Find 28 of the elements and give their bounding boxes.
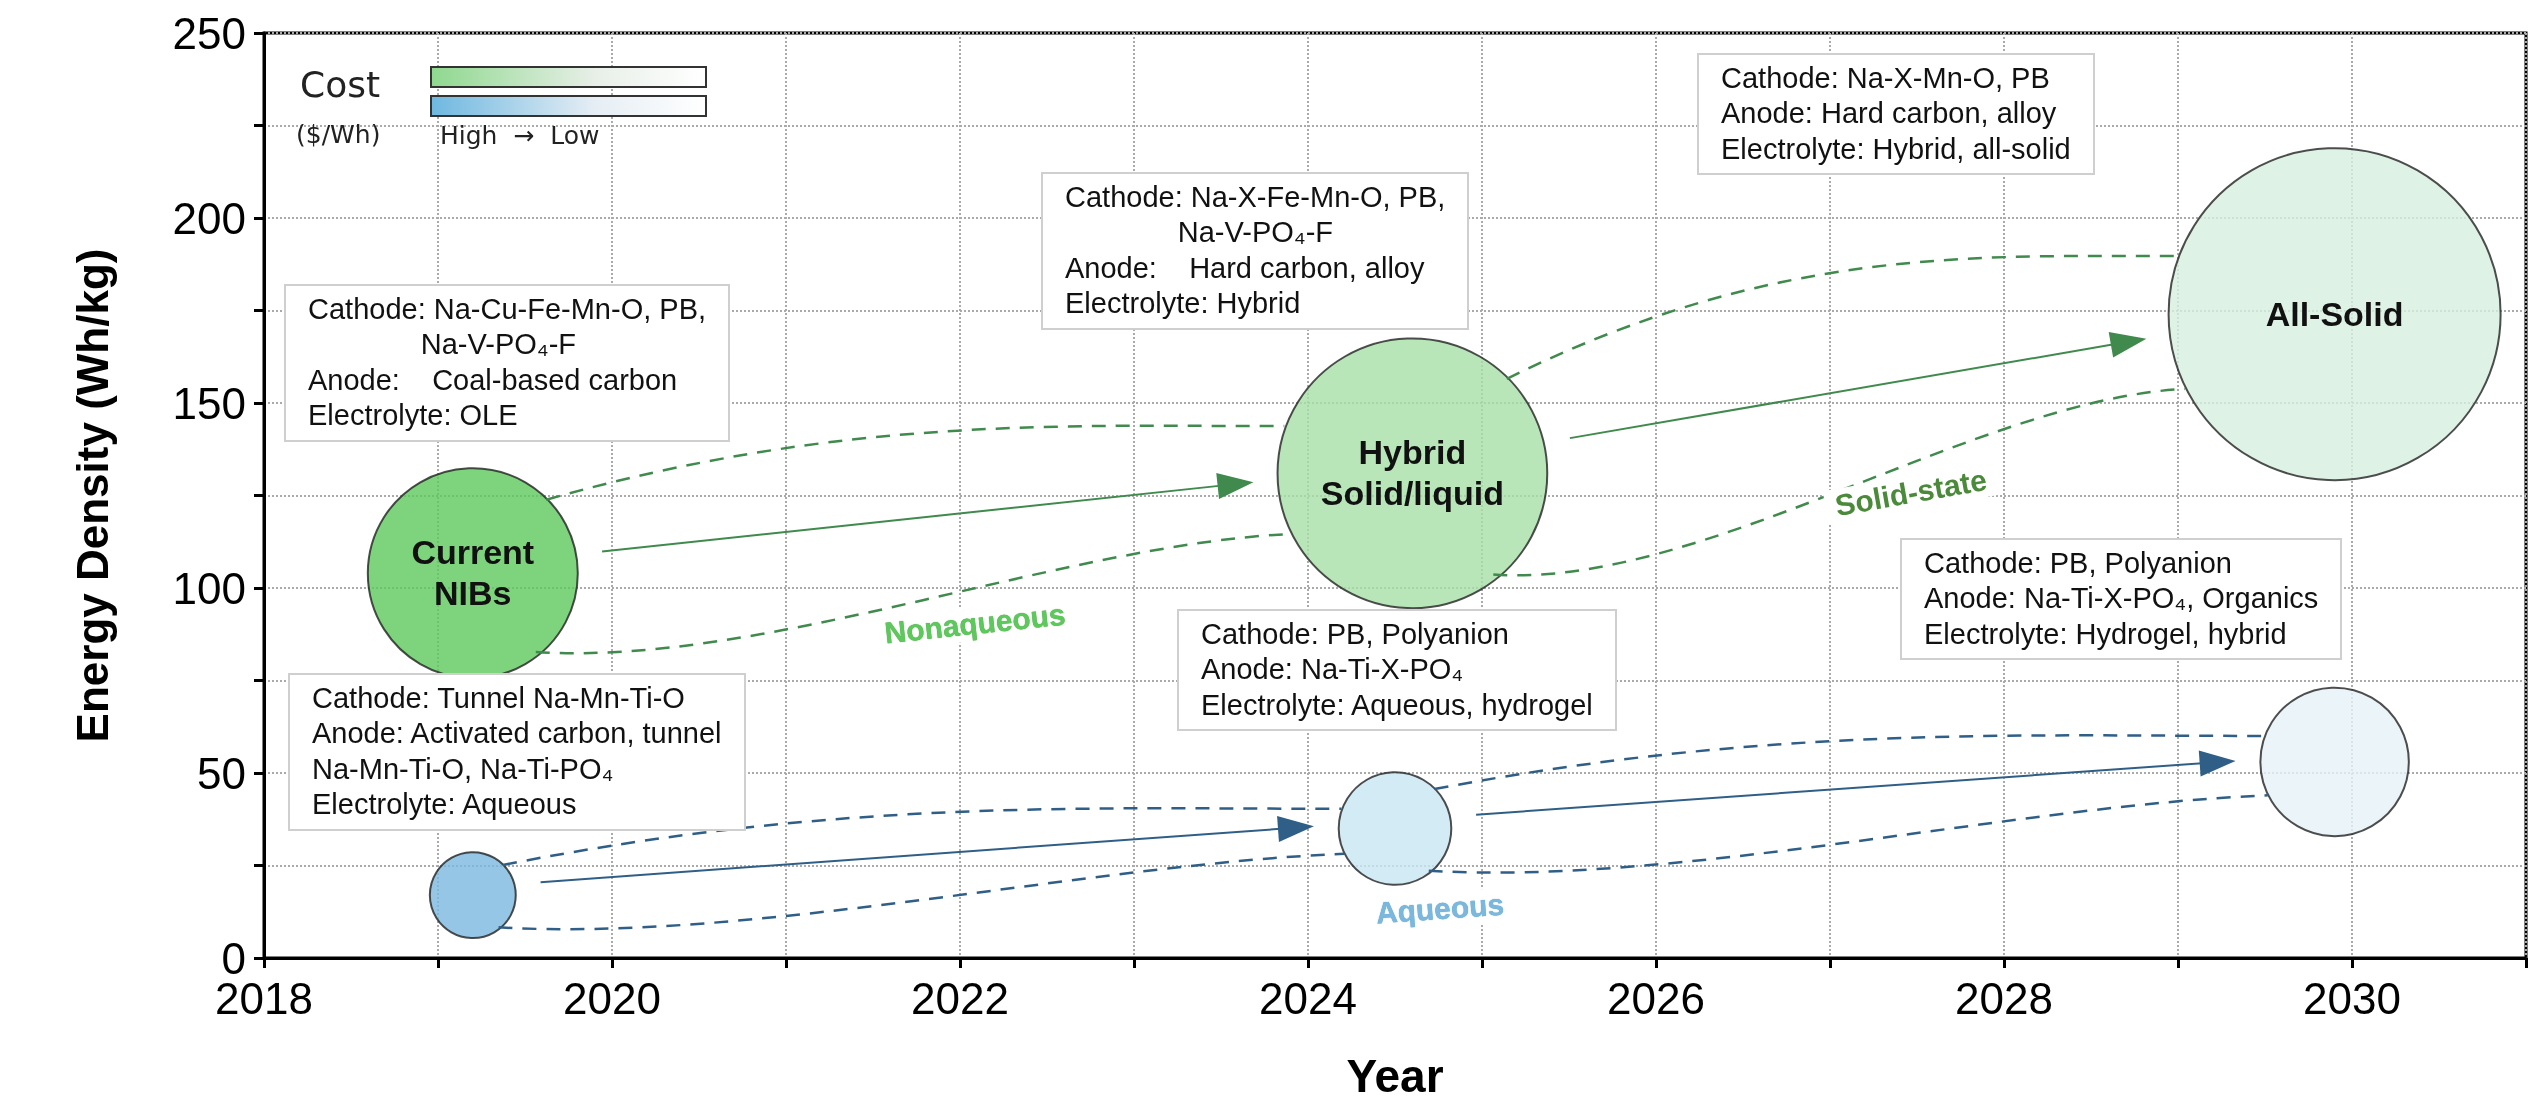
annotation: High → Low	[440, 121, 600, 150]
annotation: Cathode: Na-X-Fe-Mn-O, PB, Na-V-PO₄-F Anode: Hard carbon, alloy Electrolyte: Hybrid	[1041, 172, 1470, 330]
x-tick-label: 2028	[1955, 973, 2053, 1023]
annotation: All-Solid	[2265, 293, 2404, 335]
annotation: ($/Wh)	[296, 120, 381, 149]
y-tick-label: 50	[197, 748, 246, 798]
y-axis-title: Energy Density (Wh/kg)	[67, 248, 117, 743]
series-label: Aqueous	[1364, 886, 1516, 932]
annotation: Cathode: Na-Cu-Fe-Mn-O, PB, Na-V-PO₄-F Anode: Coal-based carbon Electrolyte: OLE	[284, 284, 731, 442]
annotation: Cathode: PB, Polyanion Anode: Na-Ti-X-PO₄, Organics Electrolyte: Hydrogel, hybrid	[1900, 538, 2343, 661]
x-tick-label: 2030	[2303, 973, 2401, 1023]
y-tick-label: 250	[172, 8, 246, 58]
annotation: Hybrid Solid/liquid	[1320, 432, 1504, 515]
annotation: Current NIBs	[411, 532, 535, 614]
y-tick-label: 100	[172, 563, 246, 613]
y-tick-label: 150	[172, 378, 246, 428]
annotation: Cathode: PB, Polyanion Anode: Na-Ti-X-PO₄ Electrolyte: Aqueous, hydrogel	[1177, 609, 1617, 732]
annotation: Cathode: Tunnel Na-Mn-Ti-O Anode: Activated carbon, tunnel Na-Mn-Ti-O, Na-Ti-PO₄ Electrolyte: Aqueous	[288, 673, 746, 831]
annotation: Cost	[300, 64, 381, 105]
annotation: Solid-state	[1822, 461, 2000, 525]
x-tick-label: 2020	[563, 973, 661, 1023]
x-tick-label: 2026	[1607, 973, 1705, 1023]
x-axis-title: Year	[1346, 1050, 1444, 1102]
annotation: Cathode: Na-X-Mn-O, PB Anode: Hard carbon, alloy Electrolyte: Hybrid, all-solid	[1697, 53, 2095, 176]
x-tick-label: 2024	[1259, 973, 1357, 1023]
text: Nonaqueous	[872, 596, 1078, 652]
x-tick-label: 2022	[911, 973, 1009, 1023]
y-tick-label: 200	[172, 193, 246, 243]
